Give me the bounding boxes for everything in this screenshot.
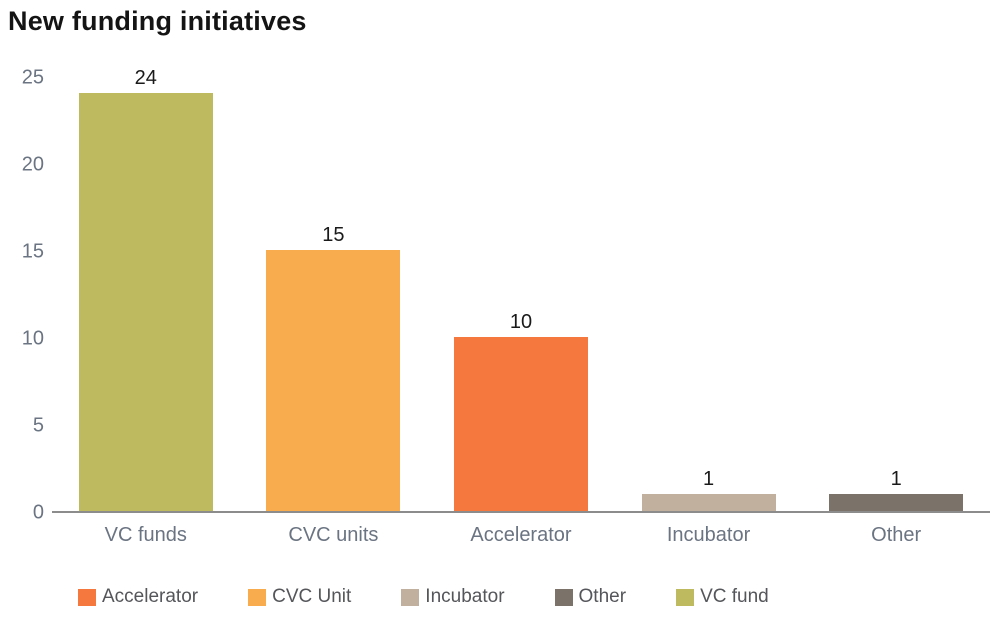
bar-stack: 1 [641, 467, 776, 511]
legend-swatch-icon [248, 588, 267, 606]
chart-title: New funding initiatives [8, 6, 307, 36]
legend-item: CVC Unit [248, 586, 351, 608]
legend-swatch-icon [401, 588, 420, 606]
bar-value-label: 1 [703, 467, 715, 490]
bar [78, 93, 213, 511]
y-axis-tick-label: 5 [32, 414, 44, 437]
plot-area: 24 VC funds 15 CVC units 10 Accelerator 1 Incub… [52, 68, 990, 546]
bar-value-label: 24 [134, 67, 157, 90]
bar-column: 1 Other [802, 78, 990, 546]
bar-stack: 24 [78, 67, 213, 511]
y-axis-tick-label: 20 [21, 153, 44, 176]
bar-column: 10 Accelerator [427, 78, 615, 546]
legend-label: Accelerator [102, 586, 199, 607]
legend-label: VC fund [700, 586, 769, 607]
bar-stack: 1 [829, 467, 964, 511]
bar-value-label: 1 [890, 467, 902, 490]
x-axis-category-label: CVC units [288, 524, 379, 546]
legend-item: Other [554, 586, 627, 608]
x-axis-category-label: Accelerator [470, 524, 572, 546]
y-axis-tick-label: 15 [21, 240, 44, 263]
bar-value-label: 15 [322, 224, 345, 246]
legend-swatch-icon [78, 588, 96, 606]
legend-item: Accelerator [78, 586, 198, 608]
legend-swatch-icon [676, 588, 695, 606]
bar [453, 337, 588, 511]
legend: Accelerator CVC Unit Incubator Other VC fund [78, 586, 769, 608]
bar-column: 15 CVC units [240, 78, 428, 546]
legend-label: Incubator [425, 586, 505, 607]
y-axis: 0 5 10 15 20 25 [0, 67, 44, 524]
y-axis-tick-label: 25 [21, 66, 44, 89]
x-axis-category-label: Incubator [666, 524, 751, 546]
bar-column: 24 VC funds [52, 68, 240, 546]
y-axis-tick-label: 10 [21, 327, 44, 350]
x-axis-category-label: Other [871, 524, 922, 546]
legend-label: CVC Unit [272, 586, 352, 607]
bar-column: 1 Incubator [615, 78, 803, 546]
bar-stack: 10 [453, 311, 588, 511]
legend-item: VC fund [676, 586, 769, 608]
legend-item: Incubator [401, 586, 505, 608]
bar-value-label: 10 [509, 311, 533, 333]
legend-swatch-icon [554, 588, 573, 606]
bar [829, 493, 964, 511]
bar-stack: 15 [266, 224, 401, 511]
bar [641, 493, 776, 511]
y-axis-tick-label: 0 [32, 501, 44, 524]
bar [266, 250, 401, 511]
x-axis-category-label: VC funds [104, 524, 187, 546]
legend-label: Other [578, 586, 627, 607]
